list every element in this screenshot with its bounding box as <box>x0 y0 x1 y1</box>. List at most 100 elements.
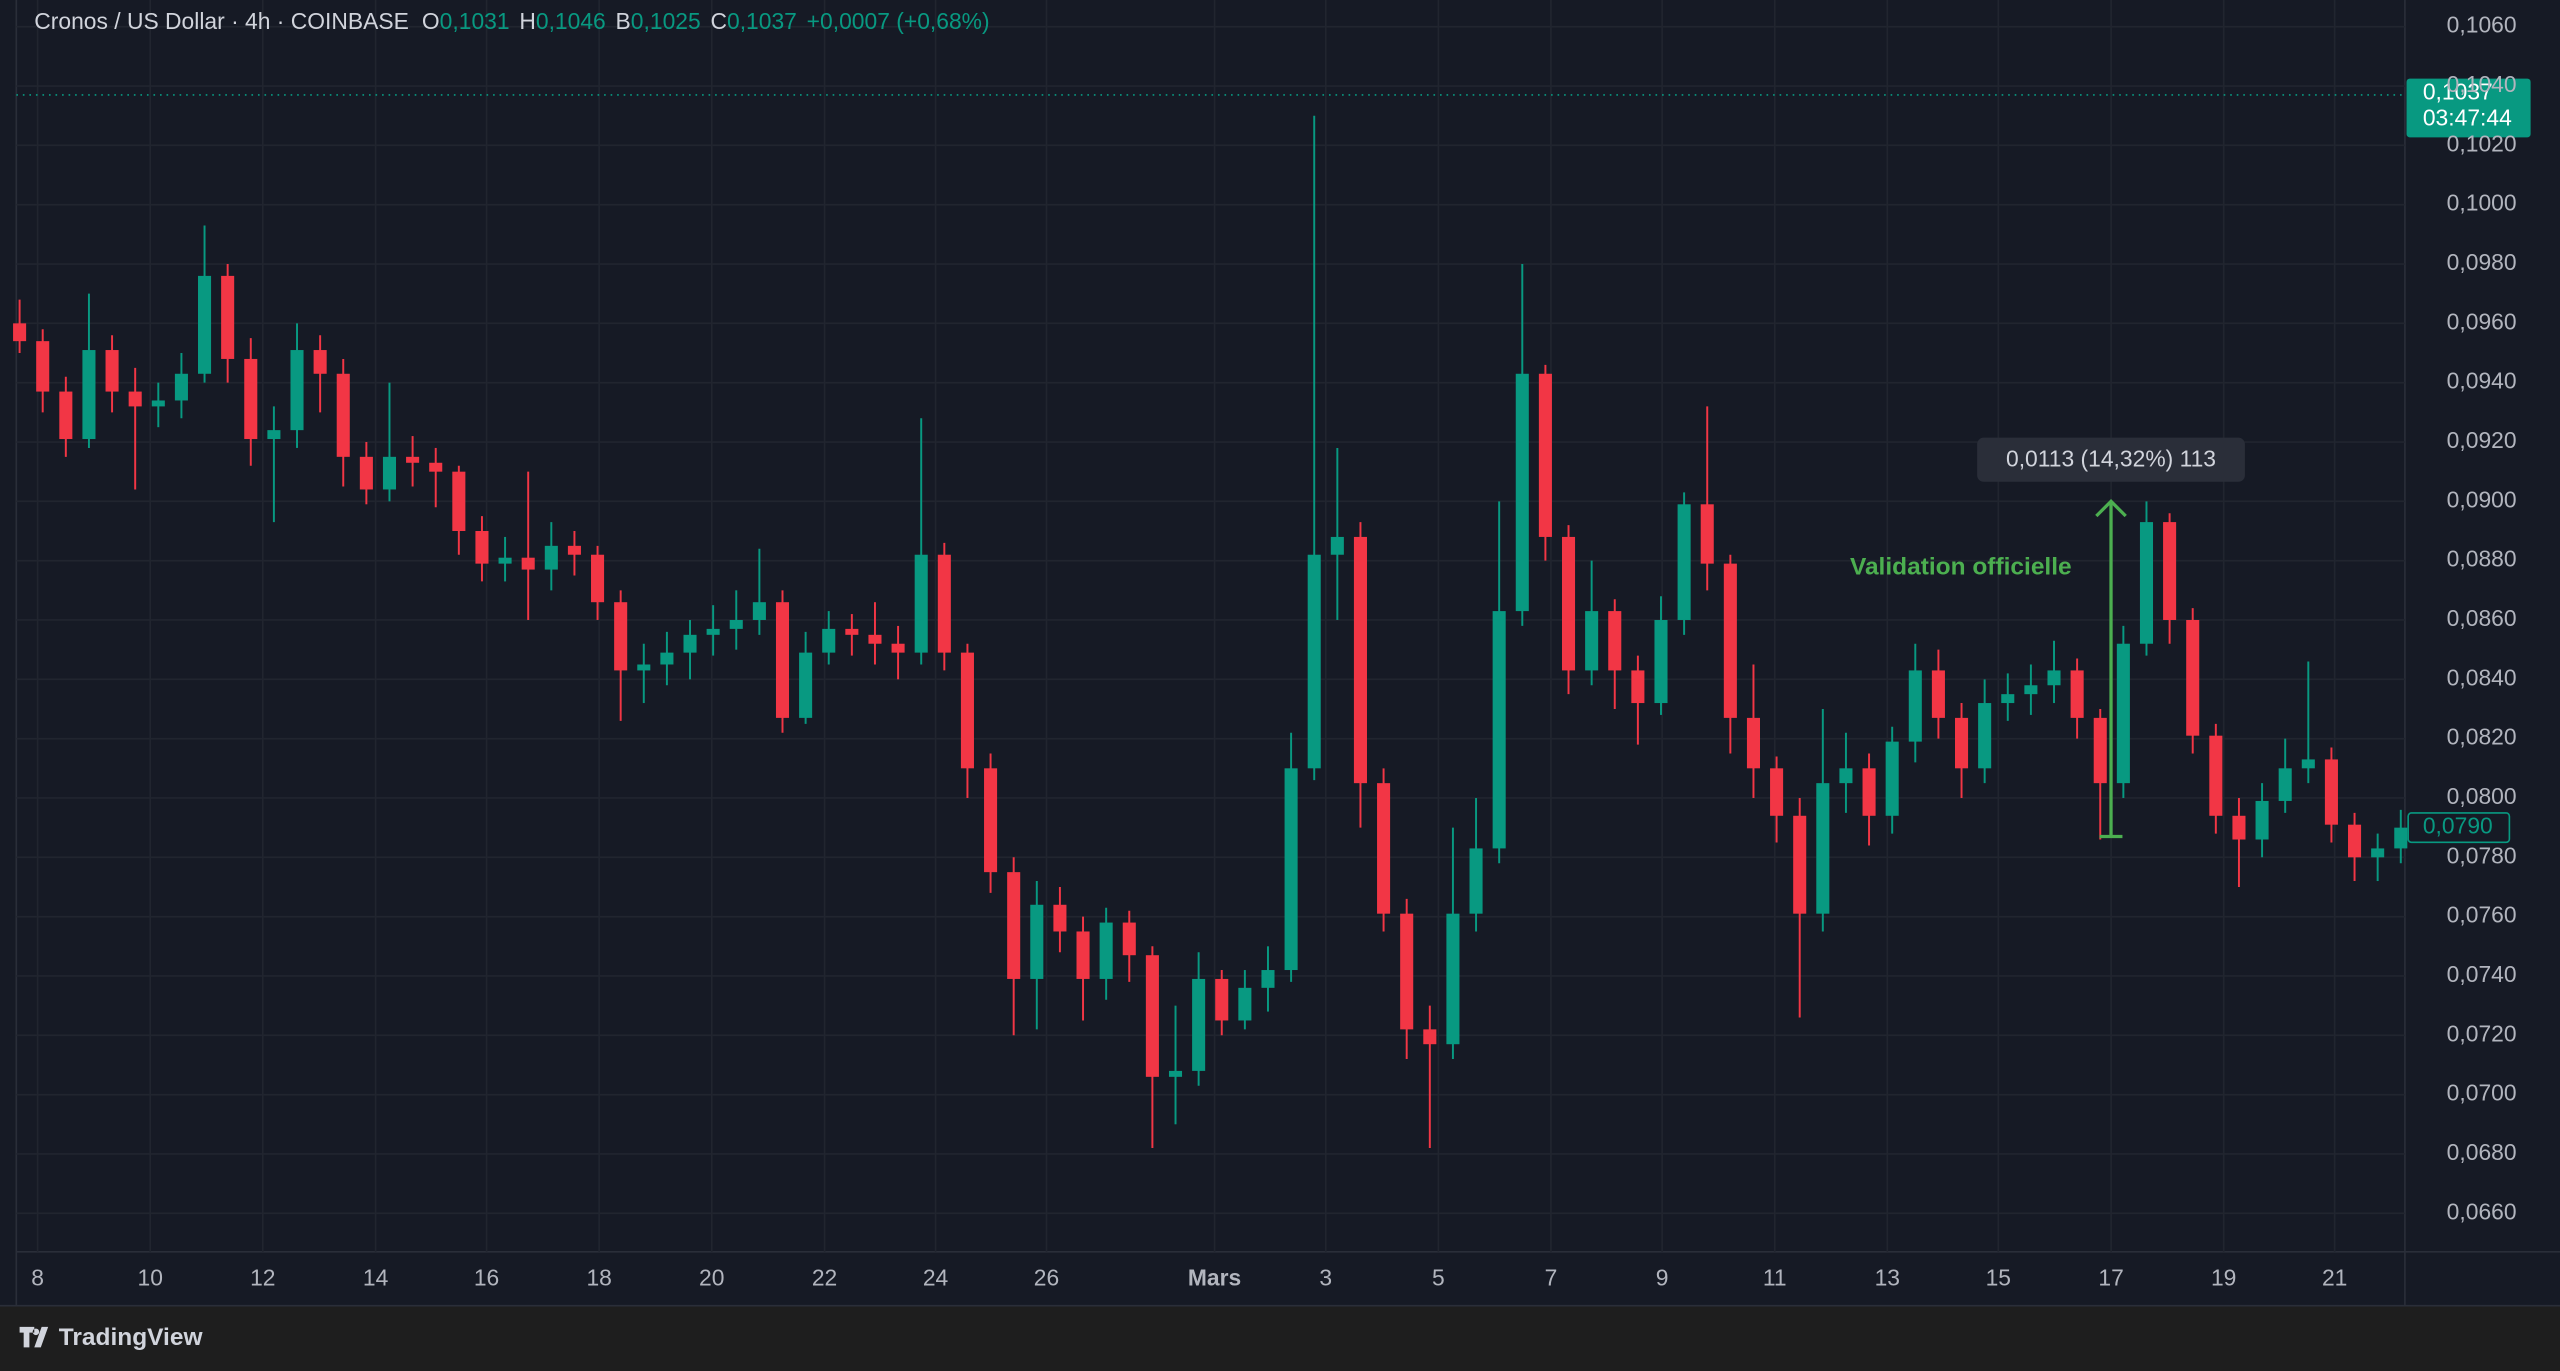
marker-price-label: 0,0790 <box>2423 813 2493 839</box>
candle-body <box>1700 504 1714 564</box>
x-tick-label: 12 <box>250 1265 275 1291</box>
x-tick-label: 7 <box>1545 1265 1558 1291</box>
candle-body <box>1030 904 1044 979</box>
x-tick-label: 14 <box>363 1265 389 1291</box>
ohlc-key: B <box>616 8 631 34</box>
candle-body <box>1770 768 1784 816</box>
candle-body <box>2371 848 2385 858</box>
x-tick-label: 18 <box>586 1265 611 1291</box>
header: Cronos / US Dollar · 4h · COINBASE O0,103… <box>34 8 989 34</box>
y-tick-label: 0,1020 <box>2447 130 2517 156</box>
candle-body <box>2186 619 2200 736</box>
candle-body <box>1839 768 1853 784</box>
measure-arrow <box>2095 499 2127 518</box>
ohlc-key: O <box>422 8 440 34</box>
candle-body <box>2255 800 2269 840</box>
candle-body <box>1469 848 1483 914</box>
candle-body <box>1793 815 1807 914</box>
y-tick-label: 0,1060 <box>2447 12 2517 38</box>
candle-body <box>1538 373 1552 537</box>
candle-body <box>614 602 628 671</box>
x-tick-label: 5 <box>1432 1265 1445 1291</box>
candle-body <box>244 358 258 440</box>
candle-body <box>891 643 905 653</box>
x-tick-label: 9 <box>1656 1265 1669 1291</box>
last-price-box <box>2406 78 2531 138</box>
candle-body <box>1238 987 1252 1021</box>
ohlc: O0,1031 H0,1046 B0,1025 C0,1037 <box>422 8 797 34</box>
candle-body <box>1885 741 1899 816</box>
candle-body <box>775 602 790 718</box>
ohlc-key: C <box>710 8 727 34</box>
candle-body <box>1423 1029 1437 1045</box>
candle-body <box>128 391 142 407</box>
candle-body <box>1677 504 1691 620</box>
candle-body <box>868 634 882 644</box>
candle-body <box>1746 717 1760 769</box>
ohlc-value: 0,1037 <box>727 8 797 34</box>
candle-body <box>706 628 720 635</box>
candle-body <box>1215 978 1229 1021</box>
candle-body <box>1377 783 1391 914</box>
candle-body <box>1955 717 1969 769</box>
candle-body <box>290 350 304 431</box>
y-tick-label: 0,0660 <box>2447 1198 2517 1224</box>
y-tick-label: 0,0780 <box>2447 842 2517 868</box>
candle-body <box>1908 670 1922 742</box>
measure-tooltip <box>1977 437 2245 482</box>
candle-body <box>729 619 743 629</box>
candle-body <box>1353 536 1367 784</box>
y-tick-label: 0,0800 <box>2447 783 2517 809</box>
candle-body <box>59 391 73 440</box>
candle-body <box>660 652 674 665</box>
candle-body <box>382 456 397 490</box>
logo-mark <box>19 1326 49 1348</box>
candle-body <box>822 628 836 653</box>
x-tick-label: 11 <box>1763 1265 1787 1291</box>
candle-body <box>1585 611 1599 671</box>
x-tick-label: 16 <box>474 1265 499 1291</box>
candle-body <box>1099 922 1113 979</box>
ohlc-value: 0,1046 <box>536 8 606 34</box>
x-tick-label: 15 <box>1986 1265 2011 1291</box>
last-price-label: 0,1037 <box>2423 78 2493 104</box>
x-tick-label: 3 <box>1319 1265 1332 1291</box>
candle-body <box>1978 703 1992 769</box>
candle-body <box>2394 827 2408 849</box>
y-tick-label: 0,0820 <box>2447 724 2517 750</box>
candle-body <box>1192 978 1206 1071</box>
ohlc-value: 0,1031 <box>440 8 510 34</box>
candle-body <box>475 530 489 564</box>
candle-body <box>174 373 188 401</box>
ohlc-key: H <box>519 8 536 34</box>
x-tick-label: 13 <box>1875 1265 1900 1291</box>
candle-body <box>2348 824 2362 858</box>
candle-body <box>845 628 859 635</box>
candle-body <box>544 545 558 570</box>
x-tick-label: 21 <box>2322 1265 2347 1291</box>
candle-body <box>1723 563 1737 718</box>
candle-body <box>1330 536 1344 555</box>
symbol-title: Cronos / US Dollar · 4h · COINBASE <box>34 8 409 34</box>
candle-body <box>13 323 27 342</box>
y-tick-label: 0,1000 <box>2447 190 2517 216</box>
y-tick-label: 0,0980 <box>2447 249 2517 275</box>
candle-body <box>1076 931 1090 979</box>
candle-body <box>521 557 535 570</box>
measure-label: 0,0113 (14,32%) 113 <box>2006 446 2216 472</box>
y-tick-label: 0,0720 <box>2447 1020 2517 1046</box>
candle-body <box>2163 522 2177 620</box>
candle-body <box>752 602 766 620</box>
candle-body <box>1261 970 1275 988</box>
candle-body <box>1007 872 1021 979</box>
footer-brand: TradingView <box>59 1324 204 1351</box>
candle-body <box>267 430 281 440</box>
candle-body <box>683 634 697 653</box>
y-tick-label: 0,0740 <box>2447 961 2517 987</box>
y-tick-label: 0,0700 <box>2447 1080 2517 1106</box>
candle-body <box>2047 670 2061 686</box>
